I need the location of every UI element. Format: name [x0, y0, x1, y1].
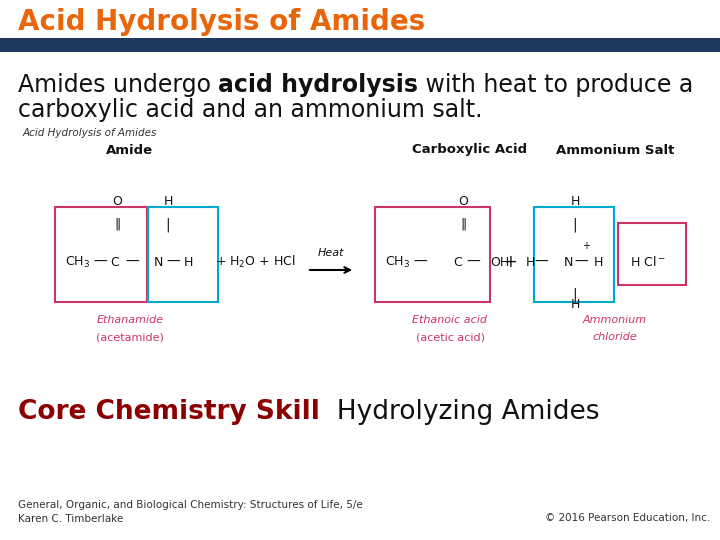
Text: H: H: [593, 255, 603, 268]
Text: —: —: [166, 255, 180, 269]
Text: + $\mathregular{H_2O}$ + HCl: + $\mathregular{H_2O}$ + HCl: [215, 254, 296, 270]
Text: chloride: chloride: [593, 332, 637, 342]
Text: $\mathregular{CH_3}$: $\mathregular{CH_3}$: [65, 254, 90, 269]
Bar: [618, 223, 686, 285]
Bar: [375, 207, 490, 302]
Text: Acid Hydrolysis of Amides: Acid Hydrolysis of Amides: [18, 8, 426, 36]
Bar: [55, 207, 147, 302]
Text: carboxylic acid and an ammonium salt.: carboxylic acid and an ammonium salt.: [18, 98, 482, 122]
Text: Acid Hydrolysis of Amides: Acid Hydrolysis of Amides: [23, 128, 158, 138]
Text: N: N: [153, 255, 163, 268]
Text: Ammonium: Ammonium: [583, 315, 647, 325]
Text: H: H: [184, 255, 193, 268]
Text: Hydrolyzing Amides: Hydrolyzing Amides: [320, 399, 599, 425]
Text: Core Chemistry Skill: Core Chemistry Skill: [18, 399, 320, 425]
Text: acid hydrolysis: acid hydrolysis: [218, 73, 418, 97]
Text: H: H: [163, 195, 173, 208]
Text: |: |: [572, 218, 577, 233]
Text: Ammonium Salt: Ammonium Salt: [556, 144, 674, 157]
Text: H Cl$^-$: H Cl$^-$: [630, 255, 666, 269]
Text: +: +: [582, 241, 590, 251]
Text: —: —: [93, 255, 107, 269]
Text: N: N: [563, 255, 572, 268]
Text: —: —: [125, 255, 139, 269]
Text: —: —: [534, 255, 548, 269]
Text: with heat to produce a: with heat to produce a: [418, 73, 694, 97]
Text: Carboxylic Acid: Carboxylic Acid: [413, 144, 528, 157]
Text: C: C: [454, 255, 462, 268]
Text: Amide: Amide: [107, 144, 153, 157]
Bar: [534, 207, 614, 302]
Text: C: C: [111, 255, 120, 268]
Text: H: H: [526, 255, 535, 268]
Text: |: |: [572, 288, 577, 302]
Text: Amides undergo: Amides undergo: [18, 73, 218, 97]
Bar: [148, 207, 218, 302]
Text: ‖: ‖: [114, 218, 120, 231]
Bar: [0, 38, 720, 52]
Text: O: O: [458, 195, 468, 208]
Text: Ethanamide: Ethanamide: [96, 315, 163, 325]
Text: (acetic acid): (acetic acid): [415, 332, 485, 342]
Text: Ethanoic acid: Ethanoic acid: [413, 315, 487, 325]
Text: —: —: [413, 255, 427, 269]
Text: Heat: Heat: [318, 248, 344, 258]
Text: O: O: [112, 195, 122, 208]
Text: H: H: [570, 298, 580, 311]
Text: © 2016 Pearson Education, Inc.: © 2016 Pearson Education, Inc.: [545, 513, 710, 523]
Text: $\mathregular{CH_3}$: $\mathregular{CH_3}$: [385, 254, 410, 269]
Text: +: +: [503, 253, 517, 271]
Text: General, Organic, and Biological Chemistry: Structures of Life, 5/e
Karen C. Tim: General, Organic, and Biological Chemist…: [18, 501, 363, 524]
Text: —: —: [466, 255, 480, 269]
Text: ‖: ‖: [460, 218, 466, 231]
Text: OH: OH: [490, 255, 509, 268]
Text: (acetamide): (acetamide): [96, 332, 164, 342]
Text: H: H: [570, 195, 580, 208]
Text: —: —: [574, 255, 588, 269]
Text: |: |: [166, 218, 171, 233]
